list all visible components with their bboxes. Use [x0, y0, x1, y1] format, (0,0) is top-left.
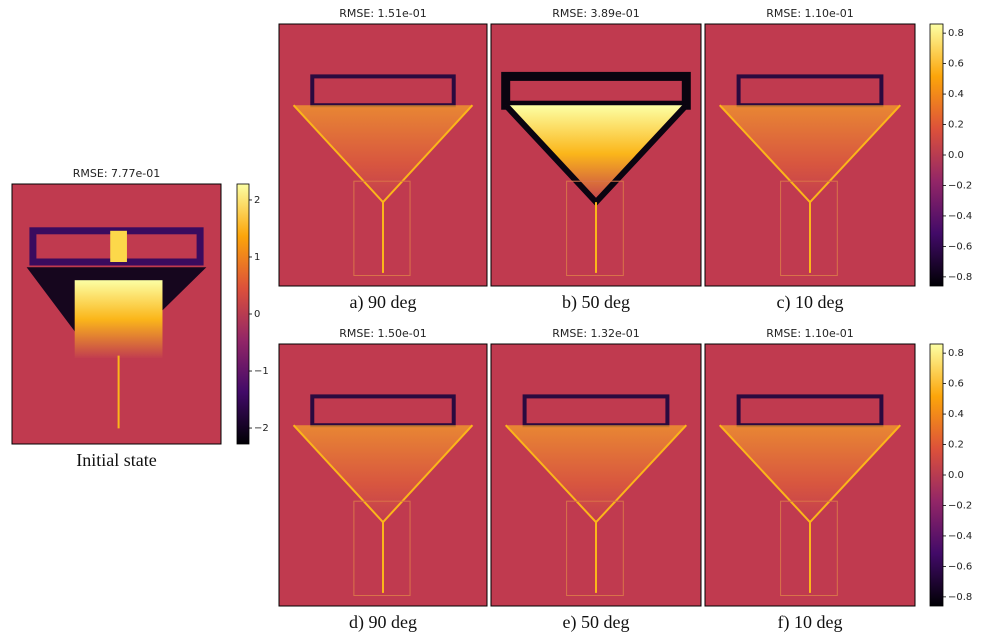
colorbar-tick-label: −0.6 — [948, 561, 972, 572]
colorbar-tick-label: 0.0 — [948, 470, 964, 481]
stem-box — [566, 500, 624, 597]
colorbar-tick-label: −0.4 — [948, 531, 972, 542]
colorbar-tick-label: 0.8 — [948, 28, 964, 39]
stem-box — [780, 500, 838, 597]
panel-title: RMSE: 3.89e-01 — [552, 7, 640, 20]
heatmap-image — [704, 343, 916, 607]
panel-title: RMSE: 1.10e-01 — [766, 327, 854, 340]
colorbar-tick-label: −0.8 — [948, 272, 972, 283]
funnel — [293, 105, 473, 203]
colorbar — [929, 343, 944, 607]
hot-block — [74, 280, 163, 359]
colorbar-tick-label: 0.6 — [948, 59, 964, 70]
panel-caption: f) 10 deg — [778, 612, 843, 633]
colorbar-tick-label: −0.2 — [948, 180, 972, 191]
image-border — [278, 343, 488, 607]
image-border — [704, 23, 916, 287]
panel-title: RMSE: 1.50e-01 — [339, 327, 427, 340]
hot-peaks — [110, 230, 127, 262]
panel-title: RMSE: 1.32e-01 — [552, 327, 640, 340]
panel-caption: a) 90 deg — [350, 292, 417, 313]
image-border — [704, 343, 916, 607]
colorbar-tick-label: 0.4 — [948, 89, 964, 100]
panel-caption: b) 50 deg — [562, 292, 630, 313]
stem-box — [353, 500, 411, 597]
colorbar-tick-label: −1 — [254, 366, 269, 377]
funnel — [719, 425, 901, 523]
colorbar — [929, 23, 944, 287]
stem-box — [566, 180, 624, 277]
colorbar-tick-label: 2 — [254, 195, 260, 206]
image-border — [11, 183, 222, 445]
colorbar-tick-label: 0.4 — [948, 409, 964, 420]
heatmap-image — [704, 23, 916, 287]
stem-box — [780, 180, 838, 277]
heatmap-image — [490, 343, 702, 607]
heatmap-image — [490, 23, 702, 287]
heatmap-image — [278, 343, 488, 607]
colorbar-tick-label: −0.6 — [948, 241, 972, 252]
colorbar — [236, 183, 250, 445]
colorbar-tick-label: 0 — [254, 309, 260, 320]
panel-caption: c) 10 deg — [777, 292, 844, 313]
colorbar-tick-label: −2 — [254, 423, 269, 434]
heatmap-image — [278, 23, 488, 287]
colorbar-tick-label: −0.4 — [948, 211, 972, 222]
heatmap-image — [11, 183, 222, 445]
funnel — [293, 425, 473, 523]
funnel — [505, 425, 687, 523]
colorbar-tick-label: −0.8 — [948, 592, 972, 603]
colorbar-tick-label: 0.2 — [948, 440, 964, 451]
funnel — [719, 105, 901, 203]
colorbar-tick-label: 0.6 — [948, 379, 964, 390]
colorbar-tick-label: 0.0 — [948, 150, 964, 161]
colorbar-tick-label: 1 — [254, 252, 260, 263]
panel-caption: e) 50 deg — [563, 612, 630, 633]
panel-title: RMSE: 1.51e-01 — [339, 7, 427, 20]
panel-caption: d) 90 deg — [349, 612, 417, 633]
funnel — [505, 105, 687, 203]
colorbar-tick-label: 0.8 — [948, 348, 964, 359]
stem-box — [353, 180, 411, 277]
panel-title: RMSE: 7.77e-01 — [73, 167, 161, 180]
colorbar-tick-label: 0.2 — [948, 120, 964, 131]
image-border — [278, 23, 488, 287]
image-border — [490, 343, 702, 607]
panel-title: RMSE: 1.10e-01 — [766, 7, 854, 20]
colorbar-tick-label: −0.2 — [948, 500, 972, 511]
image-border — [490, 23, 702, 287]
panel-caption: Initial state — [76, 450, 156, 470]
